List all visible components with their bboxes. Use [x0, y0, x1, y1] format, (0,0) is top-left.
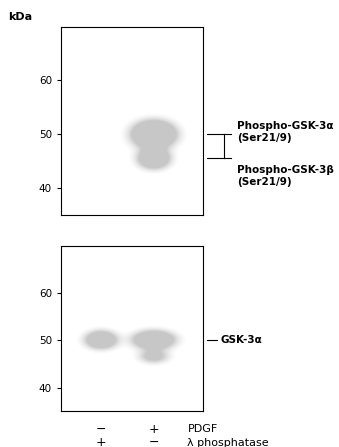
Text: PDGF: PDGF — [187, 424, 218, 434]
Text: GSK-3α: GSK-3α — [220, 335, 262, 346]
Text: Phospho-GSK-3β
(Ser21/9): Phospho-GSK-3β (Ser21/9) — [237, 165, 334, 187]
Text: +: + — [96, 436, 106, 447]
Text: Phospho-GSK-3α
(Ser21/9): Phospho-GSK-3α (Ser21/9) — [237, 121, 334, 143]
Text: −: − — [96, 422, 106, 436]
Text: kDa: kDa — [8, 13, 33, 22]
Text: +: + — [148, 422, 159, 436]
Text: −: − — [148, 436, 159, 447]
Text: λ phosphatase: λ phosphatase — [187, 438, 269, 447]
